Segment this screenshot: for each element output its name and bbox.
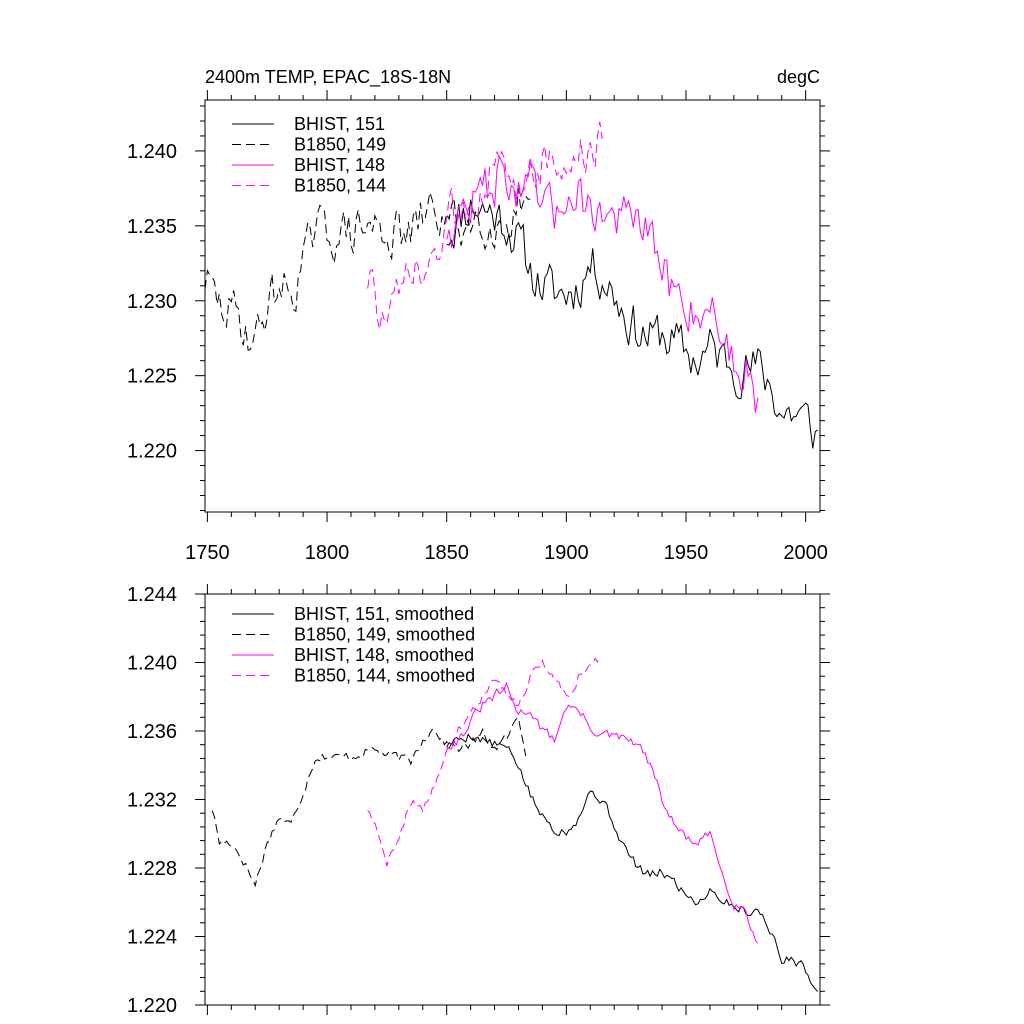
bottom-y-tick-label: 1.244 — [127, 584, 177, 606]
top-y-tick-label: 1.220 — [127, 441, 177, 463]
top-chart-title: 2400m TEMP, EPAC_18S-18N — [205, 67, 451, 88]
bottom-y-tick-label: 1.236 — [127, 721, 177, 743]
bottom-y-tick-label: 1.220 — [127, 995, 177, 1017]
top-series-line-0 — [446, 199, 818, 449]
top-legend-label-3: B1850, 144 — [294, 176, 386, 196]
top-legend-label-2: BHIST, 148 — [294, 155, 385, 175]
top-panel: 2400m TEMP, EPAC_18S-18N degC 1750 1800 18… — [127, 67, 830, 564]
top-legend-label-0: BHIST, 151 — [294, 114, 385, 134]
bottom-y-tick-label: 1.232 — [127, 790, 177, 812]
bottom-series-line-1 — [211, 716, 527, 888]
bottom-y-tick-label: 1.228 — [127, 858, 177, 880]
top-y-tick-label: 1.225 — [127, 366, 177, 388]
top-x-tick-label: 1900 — [544, 542, 589, 564]
bottom-series-line-2 — [446, 681, 759, 944]
top-x-tick-label: 1800 — [305, 542, 350, 564]
top-y-tick-label: 1.240 — [127, 141, 177, 163]
top-x-tick-label: 1950 — [664, 542, 709, 564]
top-series-line-2 — [446, 154, 759, 413]
bottom-series-line-0 — [446, 733, 818, 992]
top-chart-units: degC — [777, 67, 820, 87]
bottom-legend-label-1: B1850, 149, smoothed — [294, 625, 475, 645]
top-plot-frame — [204, 99, 821, 513]
bottom-legend-label-3: B1850, 144, smoothed — [294, 666, 475, 686]
bottom-y-tick-label: 1.240 — [127, 653, 177, 675]
top-x-tick-label: 1850 — [424, 542, 469, 564]
bottom-y-tick-label: 1.224 — [127, 927, 177, 949]
top-series-line-3 — [367, 121, 603, 330]
top-y-tick-label: 1.230 — [127, 291, 177, 313]
top-y-tick-label: 1.235 — [127, 216, 177, 238]
top-x-tick-label: 2000 — [783, 542, 828, 564]
bottom-panel: 1.220 1.224 1.228 1.232 1.236 1.240 1.244 BHIST… — [127, 584, 830, 1017]
top-series-line-1 — [205, 188, 531, 351]
bottom-series-line-3 — [367, 656, 601, 867]
top-x-tick-label: 1750 — [185, 542, 230, 564]
top-legend-label-1: B1850, 149 — [294, 135, 386, 155]
bottom-legend-label-2: BHIST, 148, smoothed — [294, 645, 474, 665]
bottom-legend-label-0: BHIST, 151, smoothed — [294, 604, 474, 624]
